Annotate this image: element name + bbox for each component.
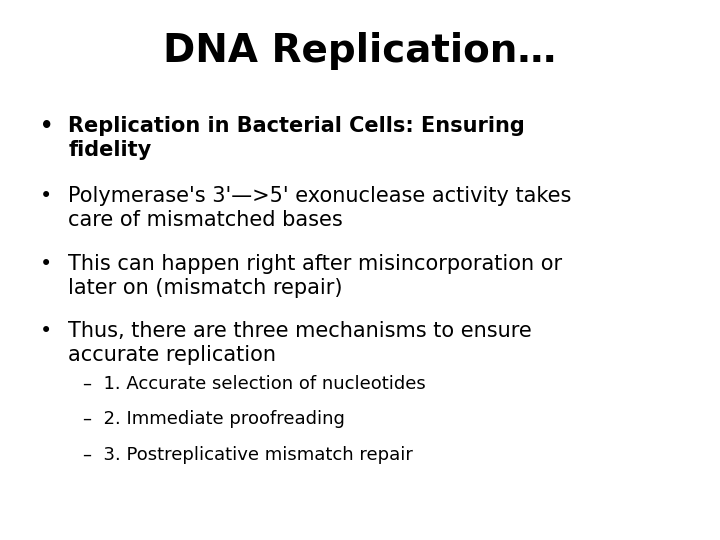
Text: •: • — [40, 254, 52, 274]
Text: •: • — [40, 116, 53, 136]
Text: •: • — [40, 186, 52, 206]
Text: Replication in Bacterial Cells: Ensuring
fidelity: Replication in Bacterial Cells: Ensuring… — [68, 116, 525, 160]
Text: Thus, there are three mechanisms to ensure
accurate replication: Thus, there are three mechanisms to ensu… — [68, 321, 532, 365]
Text: Polymerase's 3'—>5' exonuclease activity takes
care of mismatched bases: Polymerase's 3'—>5' exonuclease activity… — [68, 186, 572, 230]
Text: This can happen right after misincorporation or
later on (mismatch repair): This can happen right after misincorpora… — [68, 254, 562, 298]
Text: DNA Replication…: DNA Replication… — [163, 32, 557, 70]
Text: –  3. Postreplicative mismatch repair: – 3. Postreplicative mismatch repair — [83, 446, 413, 463]
Text: –  2. Immediate proofreading: – 2. Immediate proofreading — [83, 410, 345, 428]
Text: –  1. Accurate selection of nucleotides: – 1. Accurate selection of nucleotides — [83, 375, 426, 393]
Text: •: • — [40, 321, 52, 341]
